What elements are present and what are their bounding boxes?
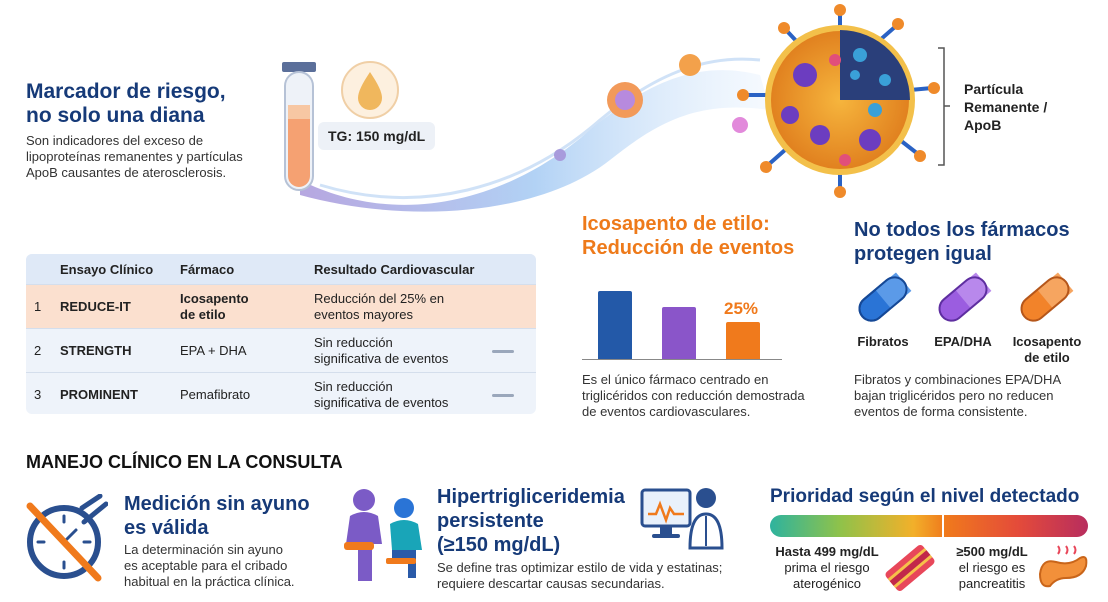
chart-data-label: 25%	[724, 299, 759, 318]
chart-bar	[598, 291, 632, 359]
drugs-title: No todos los fármacos protegen igual	[854, 219, 1070, 265]
icosapent-chart: 25%	[582, 282, 782, 360]
pancreas-icon	[1038, 545, 1088, 588]
hero-title: Marcador de riesgo, no solo una diana	[26, 80, 226, 127]
table-row: 2 STRENGTH EPA + DHA Sin reducción signi…	[26, 328, 536, 372]
drugs-description: Fibratos y combinaciones EPA/DHA bajan t…	[854, 372, 1062, 419]
artery-plaque-icon	[885, 545, 935, 591]
patient-consultation-icon	[344, 489, 422, 581]
icosapent-description: Es el único fármaco centrado en triglicé…	[582, 372, 805, 419]
no-fasting-clock-icon	[26, 494, 108, 582]
table-row: 3 PROMINENT Pemafibrato Sin reducción si…	[26, 372, 536, 414]
priority-left: Hasta 499 mg/dL prima el riesgo aterogén…	[775, 544, 879, 591]
table-row: 1 REDUCE-IT Icosapento de etilo Reducció…	[26, 284, 536, 328]
doctor-monitor-icon	[640, 488, 724, 550]
dash-icon	[492, 394, 514, 397]
table-header: Ensayo Clínico Fármaco Resultado Cardiov…	[26, 254, 536, 284]
hero-illustration	[282, 4, 950, 212]
pill-icosapento-icon	[1020, 272, 1074, 322]
trials-table: Ensayo Clínico Fármaco Resultado Cardiov…	[26, 254, 536, 414]
persistent-description: Se define tras optimizar estilo de vida …	[437, 560, 723, 591]
fasting-description: La determinación sin ayuno es aceptable …	[124, 542, 295, 589]
priority-right: ≥500 mg/dL el riesgo es pancreatitis	[956, 544, 1028, 591]
dash-icon	[492, 350, 514, 353]
chart-bar	[726, 322, 760, 359]
priority-title: Prioridad según el nivel detectado	[770, 486, 1080, 507]
pill-label: Fibratos	[857, 334, 909, 349]
risk-gradient-bar	[770, 515, 1088, 537]
test-tube-icon	[282, 62, 316, 191]
chart-bar	[662, 307, 696, 359]
pill-label: Icosapento de etilo	[1012, 334, 1082, 365]
section-title: MANEJO CLÍNICO EN LA CONSULTA	[26, 452, 343, 472]
persistent-title: Hipertrigliceridemia persistente (≥150 m…	[437, 486, 625, 556]
pill-epa-dha-icon	[938, 272, 992, 322]
fasting-title: Medición sin ayuno es válida	[124, 493, 310, 539]
tg-label: TG: 150 mg/dL	[318, 122, 436, 150]
particle-label: Partícula Remanente / ApoB	[964, 81, 1048, 133]
pill-fibratos-icon	[858, 272, 912, 322]
icosapent-title: Icosapento de etilo: Reducción de evento…	[582, 213, 795, 259]
pill-label: EPA/DHA	[934, 334, 992, 349]
hero-description: Son indicadores del exceso de lipoproteí…	[26, 133, 243, 180]
particle-icon	[737, 4, 940, 198]
droplet-icon	[341, 61, 399, 119]
